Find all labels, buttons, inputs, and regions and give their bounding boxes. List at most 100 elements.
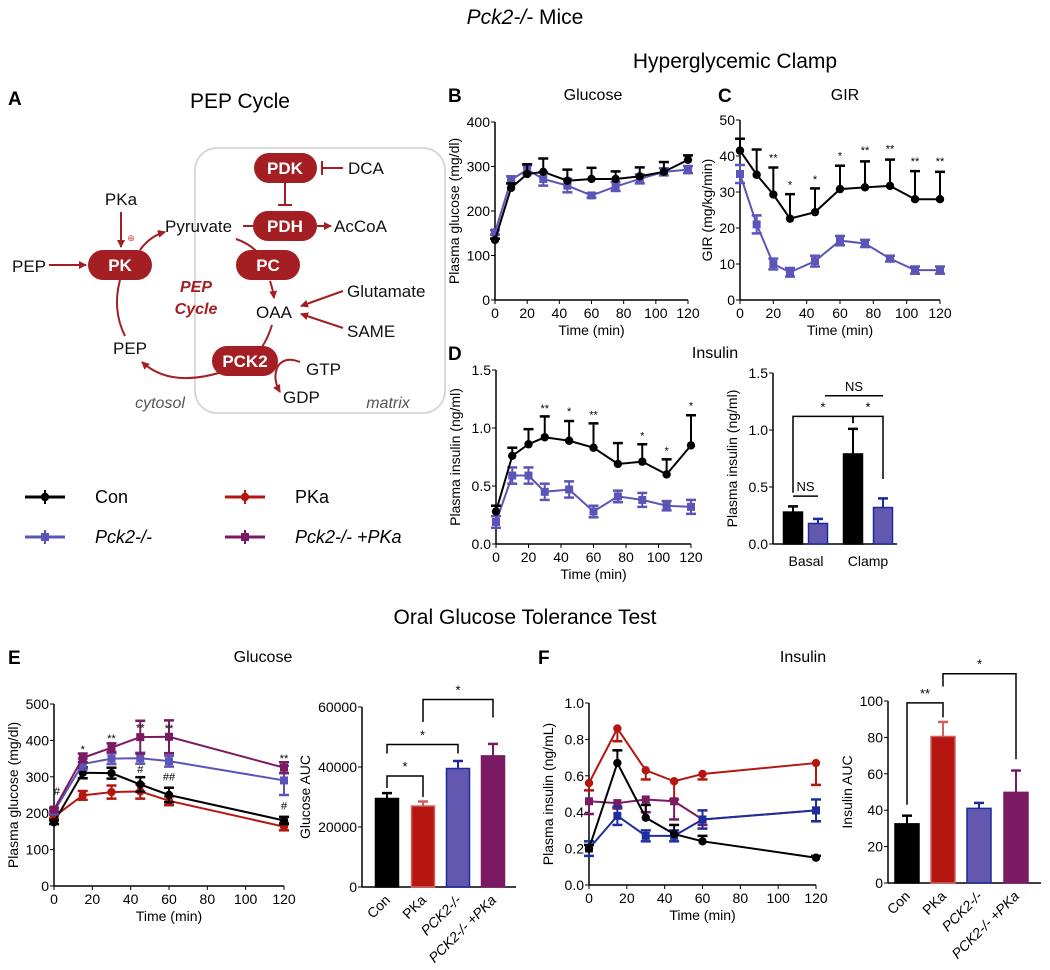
- significance-annotation: **: [936, 156, 945, 168]
- glutamate-oaa-edge: [300, 290, 344, 308]
- x-tick-label: 0: [491, 305, 499, 321]
- y-tick-label: 10: [719, 256, 735, 272]
- y-tick-label: 0: [41, 878, 49, 894]
- bar: [410, 805, 436, 888]
- enzyme-pck2: PCK2: [212, 346, 278, 376]
- chart-c: 0 10 20 30 40 50 GIR (mg/kg/min) GIR C 0 20 40 60 80 1…: [699, 86, 952, 338]
- series-con: [490, 154, 693, 245]
- y-tick-label: 1.5: [749, 365, 769, 381]
- bar: [966, 807, 992, 884]
- bar: [374, 797, 400, 888]
- metabolite-glutamate: Glutamate: [347, 282, 425, 301]
- data-point: [522, 169, 532, 179]
- x-tick-label: 20: [521, 549, 537, 565]
- data-point: [641, 831, 650, 840]
- data-point: [752, 220, 761, 229]
- same-oaa-edge: [300, 312, 344, 329]
- y-tick-label: 100: [467, 248, 491, 264]
- data-point: [886, 254, 894, 263]
- significance-label: **: [920, 686, 930, 701]
- chart-title: Glucose: [234, 649, 293, 666]
- y-tick-label: 20: [719, 220, 735, 236]
- data-point: [670, 797, 679, 806]
- pep-pk-return-edge: [115, 279, 126, 337]
- significance-annotation: **: [165, 723, 174, 735]
- significance-annotation: **: [769, 152, 778, 164]
- data-point: [910, 195, 920, 204]
- significance-bracket: [386, 775, 424, 797]
- data-point: [860, 183, 870, 192]
- figure-title: Pck2-/- Mice: [467, 6, 584, 29]
- data-point: [835, 184, 845, 194]
- significance-annotation: *: [81, 744, 86, 756]
- x-tick-label: 80: [616, 305, 632, 321]
- significance-label: *: [820, 399, 825, 414]
- data-point: [107, 743, 116, 752]
- svg-text:PDH: PDH: [267, 217, 303, 236]
- x-tick-label: 20: [766, 305, 782, 321]
- y-tick-label: 20: [867, 839, 883, 855]
- series-pck2-pka: [49, 719, 289, 814]
- x-tick-label: 100: [895, 305, 919, 321]
- y-tick-label: 1.0: [749, 422, 769, 438]
- x-tick-label: 60: [586, 549, 602, 565]
- data-point: [492, 517, 500, 526]
- x-category-label: Con: [364, 892, 393, 921]
- pk-pyruvate-edge: [139, 229, 166, 251]
- data-point: [589, 443, 598, 452]
- data-point: [836, 236, 844, 245]
- y-tick-label: 30: [719, 184, 735, 200]
- y-axis-label: Plasma glucose (mg/dl): [5, 722, 21, 868]
- bar: [1003, 791, 1029, 884]
- data-point: [613, 492, 622, 501]
- y-axis-label: Insulin AUC: [839, 755, 855, 828]
- data-point: [911, 266, 919, 275]
- data-point: [611, 182, 620, 191]
- series-line: [495, 436, 692, 512]
- significance-bracket: [942, 672, 1017, 760]
- panel-label: B: [448, 86, 462, 107]
- metabolite-same: SAME: [347, 322, 395, 341]
- x-tick-label: 60: [695, 890, 711, 906]
- enzyme-pk: PK: [88, 250, 152, 280]
- y-tick-label: 40000: [318, 759, 357, 775]
- data-point: [78, 753, 87, 762]
- y-tick-label: 400: [467, 114, 491, 130]
- data-point: [491, 228, 499, 237]
- x-tick-label: 100: [644, 305, 668, 321]
- data-point: [165, 732, 173, 741]
- activation-icon: ⊕: [127, 233, 135, 243]
- x-axis-label: Time (min): [669, 907, 735, 923]
- metabolite-pka: PKa: [105, 190, 138, 209]
- y-tick-label: 300: [467, 159, 491, 175]
- legend-item-con: Con: [25, 487, 128, 507]
- x-tick-label: 0: [585, 890, 593, 906]
- y-tick-label: 50: [719, 112, 735, 128]
- data-point: [107, 768, 116, 778]
- x-tick-label: 100: [766, 890, 790, 906]
- section-title-clamp: Hyperglycemic Clamp: [633, 50, 837, 73]
- y-tick-label: 200: [467, 203, 491, 219]
- data-point: [587, 191, 596, 200]
- bar: [930, 735, 956, 884]
- significance-annotation: *: [640, 431, 645, 443]
- y-tick-label: 0.4: [565, 804, 585, 820]
- y-tick-label: 20000: [318, 819, 357, 835]
- data-point: [686, 441, 696, 450]
- x-group-label: Clamp: [848, 553, 889, 569]
- significance-annotation: **: [540, 403, 549, 415]
- x-tick-label: 60: [161, 891, 177, 907]
- series-line: [588, 809, 817, 850]
- data-point: [662, 470, 671, 479]
- x-category-label: Con: [884, 888, 913, 917]
- series-pck2-: [735, 163, 945, 278]
- data-point: [78, 791, 87, 800]
- data-point: [613, 799, 622, 808]
- y-tick-label: 40: [719, 148, 735, 164]
- legend-item-pka: PKa: [225, 487, 330, 507]
- cycle-label-line2: Cycle: [175, 301, 218, 318]
- data-point: [935, 195, 945, 204]
